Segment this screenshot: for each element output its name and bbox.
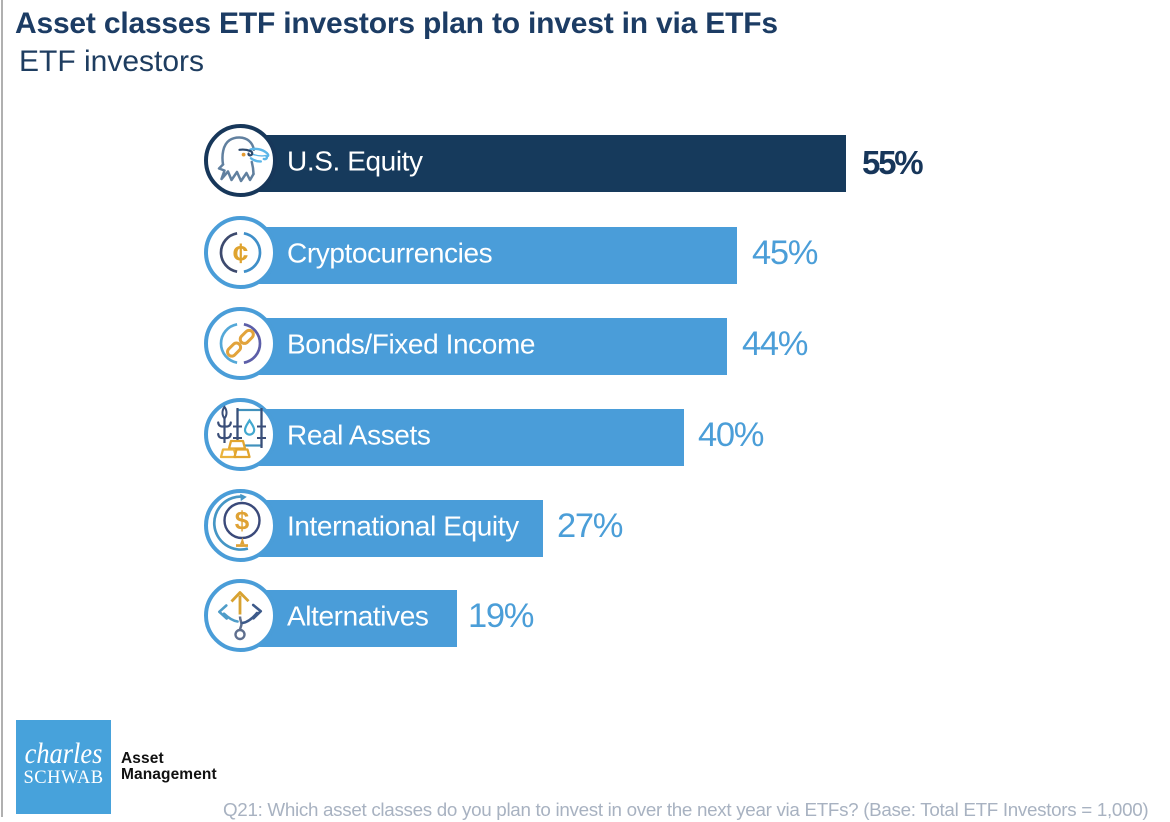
- svg-text:¢: ¢: [233, 238, 249, 269]
- svg-text:$: $: [235, 506, 250, 536]
